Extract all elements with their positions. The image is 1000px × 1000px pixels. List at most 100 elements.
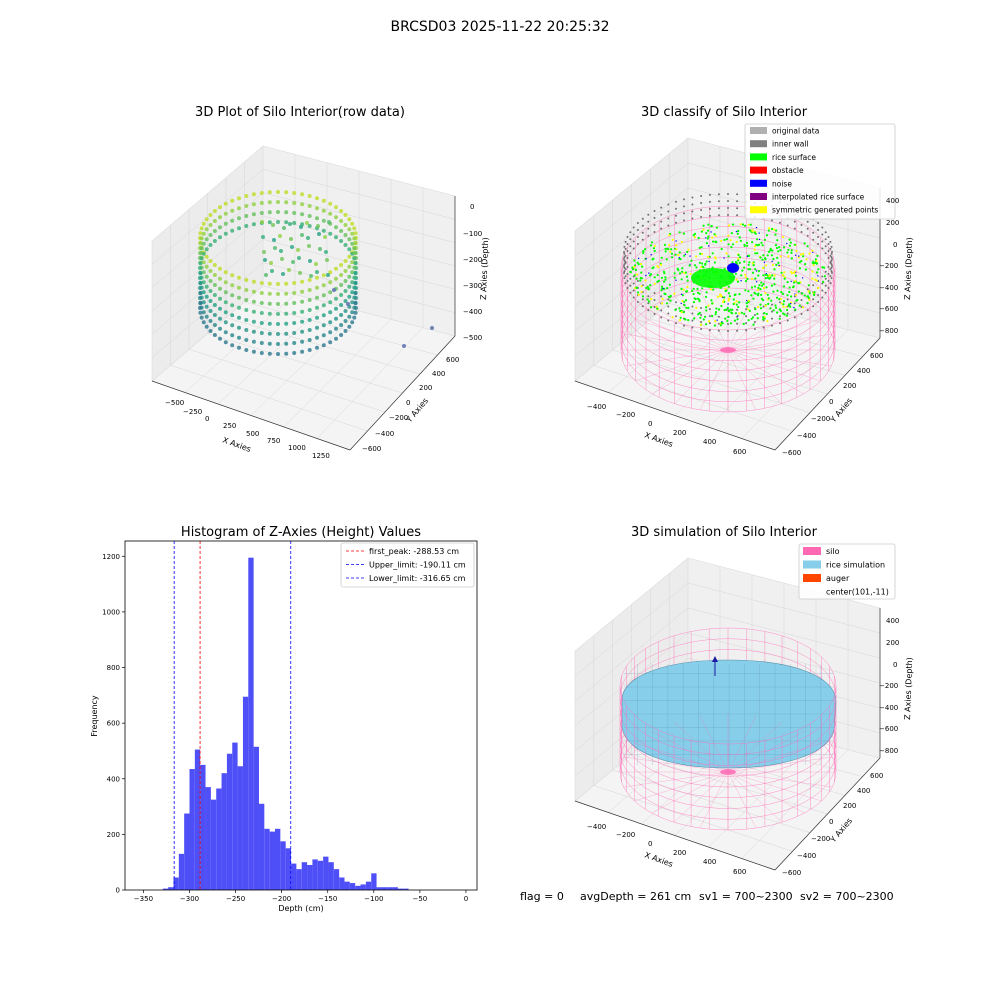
classify-wall-point [683, 219, 685, 222]
raw-data-point [223, 211, 228, 216]
raw-x-axis [151, 380, 351, 451]
classify-legend: original data inner wall rice surface obsta… [744, 123, 896, 220]
classify-surface-point [749, 223, 752, 226]
classify-surface-point [683, 318, 686, 321]
raw-x-tick: −250 [183, 408, 202, 416]
raw-data-point [276, 332, 280, 336]
classify-wall-point [660, 227, 663, 230]
classify-surface-point [695, 255, 698, 258]
classify-surface-point [757, 286, 760, 289]
histogram-y-tick-label: 1000 [102, 608, 120, 616]
classify-z-tick: −400 [879, 284, 898, 292]
raw-data-point [350, 280, 355, 285]
classify-surface-point [790, 270, 793, 273]
classify-surface-point [667, 248, 670, 251]
classify-surface-point [693, 264, 697, 267]
classify-surface-point [739, 239, 743, 242]
classify-surface-point [738, 301, 741, 304]
classify-surface-point [641, 265, 644, 268]
raw-data-point [290, 245, 294, 249]
classify-surface-point [647, 288, 650, 291]
histogram-bar [392, 887, 398, 890]
classify-surface-point [812, 251, 814, 253]
classify-surface-point [808, 252, 811, 255]
classify-surface-point [799, 253, 803, 256]
classify-y-ticks: −600 −400 −200 0 200 400 600 [782, 352, 883, 457]
raw-data-point [300, 202, 305, 207]
classify-wall-point [632, 233, 635, 236]
classify-surface-point [760, 307, 763, 310]
classify-surface-point [757, 274, 760, 277]
classify-surface-point [686, 279, 689, 282]
classify-surface-point [757, 306, 760, 309]
raw-data-point [271, 223, 275, 227]
classify-surface-point [782, 305, 785, 308]
classify-surface-point [708, 245, 710, 247]
classify-surface-point [748, 309, 752, 312]
raw-data-point [350, 260, 355, 265]
classify-surface-point [800, 260, 803, 263]
simulation-silo-spoke [727, 771, 805, 814]
raw-data-point [315, 335, 319, 340]
classify-wall-point [830, 259, 833, 262]
raw-data-point [212, 219, 217, 223]
classify-surface-point [681, 294, 685, 297]
raw-data-point [230, 218, 235, 223]
classify-surface-point [640, 285, 643, 288]
raw-data-point [267, 311, 272, 316]
raw-data-point [284, 301, 289, 306]
classify-surface-point [648, 272, 650, 274]
classify-surface-point [747, 254, 751, 257]
classify-surface-point [752, 316, 755, 319]
classify-wall-point [660, 316, 663, 319]
classify-wall-point [829, 240, 832, 243]
classify-wall-point [624, 261, 627, 264]
raw-data-point [300, 309, 305, 314]
classify-surface-point [732, 223, 735, 226]
classify-surface-point [776, 311, 779, 314]
simulation-y-tick: −400 [797, 852, 816, 860]
classify-surface-point [714, 320, 717, 323]
classify-wall-point [812, 284, 815, 287]
histogram-bar [296, 869, 302, 890]
classify-surface-point [728, 295, 732, 298]
classify-surface-point [792, 286, 795, 289]
classify-surface-point [670, 248, 673, 251]
classify-legend-frame [744, 123, 896, 220]
histogram-bar [312, 859, 318, 890]
histogram-x-tick-label: 0 [464, 895, 468, 903]
classify-surface-point [807, 290, 810, 293]
classify-surface-point [744, 280, 748, 283]
raw-data-point [198, 241, 203, 246]
classify-surface-point [786, 308, 789, 312]
raw-data-point [230, 303, 235, 308]
classify-surface-point [794, 293, 798, 296]
classify-surface-point [756, 288, 760, 291]
classify-surface-point [716, 319, 718, 321]
classify-surface-point [673, 276, 676, 279]
classify-surface-point [693, 317, 696, 320]
classify-surface-point [738, 261, 741, 264]
classify-wall-point [708, 207, 711, 210]
raw-data-point [347, 294, 352, 299]
raw-data-point [201, 300, 206, 305]
raw-data-point [230, 293, 235, 298]
classify-surface-point [782, 303, 785, 306]
raw-data-point [230, 313, 235, 318]
raw-data-point [223, 320, 228, 325]
classify-surface-point [782, 246, 786, 249]
classify-surface-point [709, 288, 713, 291]
classify-surface-point [817, 275, 819, 277]
classify-surface-point [673, 272, 676, 275]
raw-data-point [204, 237, 209, 242]
raw-data-point [339, 239, 344, 243]
classify-wall-point [660, 295, 663, 298]
classify-surface-point [813, 293, 816, 296]
classify-surface-point [680, 287, 683, 290]
raw-data-point [259, 331, 264, 335]
classify-surface-point [777, 261, 780, 265]
raw-data-point [251, 349, 256, 354]
classify-wall-point [700, 328, 703, 330]
raw-data-point [300, 289, 305, 294]
histogram-bar [200, 764, 206, 890]
